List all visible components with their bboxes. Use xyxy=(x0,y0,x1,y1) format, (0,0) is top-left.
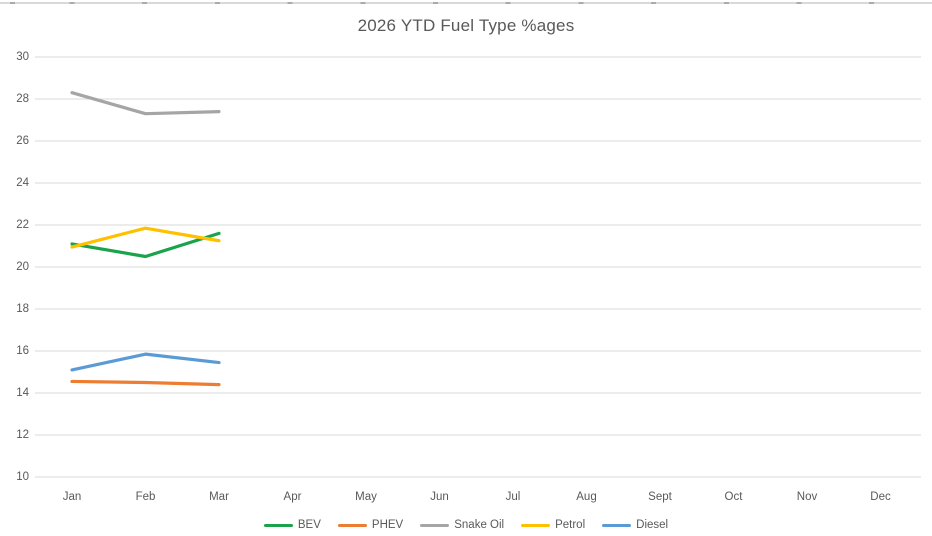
series-lines xyxy=(70,91,221,387)
legend-swatch-icon xyxy=(337,523,367,527)
x-axis-label-sept: Sept xyxy=(648,491,672,503)
x-axis-label-jul: Jul xyxy=(505,491,521,503)
x-axis-label-mar: Mar xyxy=(209,491,229,503)
x-axis-label-jun: Jun xyxy=(430,491,449,503)
x-axis-label-oct: Oct xyxy=(724,491,743,503)
y-axis-label-20: 20 xyxy=(16,261,29,273)
legend-label: BEV xyxy=(297,519,321,531)
y-axis-label-18: 18 xyxy=(16,303,29,315)
legend-item-snake-oil[interactable]: Snake Oil xyxy=(420,518,504,532)
legend-swatch-icon xyxy=(263,523,293,527)
y-axis-label-12: 12 xyxy=(16,429,29,441)
legend-item-petrol[interactable]: Petrol xyxy=(521,518,585,532)
x-axis-label-apr: Apr xyxy=(283,491,302,503)
legend-item-phev[interactable]: PHEV xyxy=(337,518,404,532)
x-axis-label-jan: Jan xyxy=(62,491,82,503)
y-axis-label-30: 30 xyxy=(16,51,29,63)
series-line-bev[interactable] xyxy=(70,231,221,259)
y-axis-label-16: 16 xyxy=(16,345,29,357)
series-line-diesel[interactable] xyxy=(70,352,221,372)
series-line-petrol[interactable] xyxy=(70,226,221,249)
x-axis-label-may: May xyxy=(355,491,377,503)
legend-label: PHEV xyxy=(371,519,404,531)
x-axis-label-feb: Feb xyxy=(135,491,156,503)
x-axis-label-dec: Dec xyxy=(870,491,891,503)
legend-label: Diesel xyxy=(636,519,669,531)
y-axis-label-10: 10 xyxy=(16,471,29,483)
y-axis-label-26: 26 xyxy=(16,135,29,147)
x-axis-label-aug: Aug xyxy=(576,491,597,503)
x-axis-label-nov: Nov xyxy=(796,491,818,503)
series-line-phev[interactable] xyxy=(70,379,221,387)
legend-item-diesel[interactable]: Diesel xyxy=(602,518,668,532)
y-axis-label-24: 24 xyxy=(16,177,29,189)
legend-swatch-icon xyxy=(420,523,450,527)
legend: BEV PHEV Snake Oil Petrol Diesel xyxy=(0,517,932,533)
legend-label: Petrol xyxy=(555,519,586,531)
series-line-snake-oil[interactable] xyxy=(70,91,221,116)
legend-item-bev[interactable]: BEV xyxy=(263,518,321,532)
legend-swatch-icon xyxy=(602,523,632,527)
y-axis-label-28: 28 xyxy=(16,93,29,105)
worksheet-top-edge xyxy=(0,2,932,4)
y-axis-label-14: 14 xyxy=(16,387,29,399)
chart-title[interactable]: 2026 YTD Fuel Type %ages xyxy=(357,16,575,35)
legend-label: Snake Oil xyxy=(454,519,505,531)
legend-swatch-icon xyxy=(521,523,551,527)
gridlines xyxy=(35,56,921,478)
y-axis-label-22: 22 xyxy=(16,219,29,231)
